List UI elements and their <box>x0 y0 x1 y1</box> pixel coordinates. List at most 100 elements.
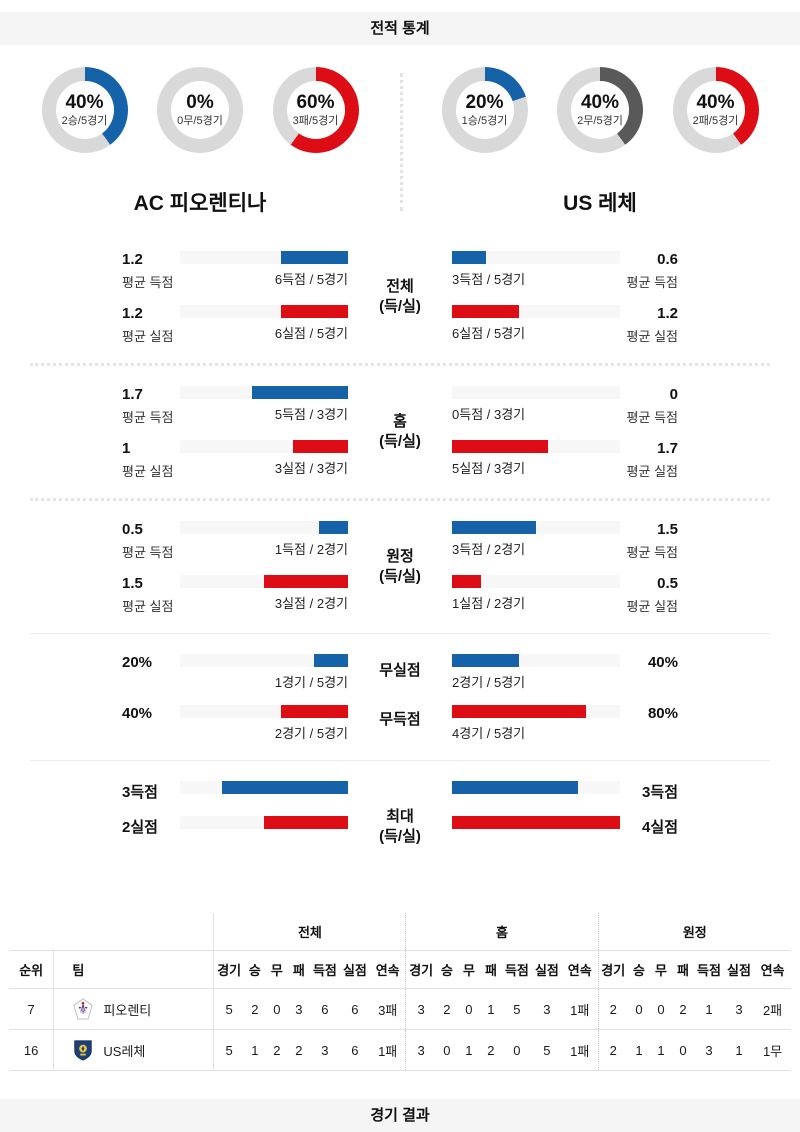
group-header-overall: 전체 <box>213 913 406 951</box>
stat-value-block: 1.5 평균 득점 <box>620 521 678 561</box>
bar-track <box>452 251 620 264</box>
stat-value-block: 1.2 평균 실점 <box>122 305 180 345</box>
home-team-bars: 20% 1경기 / 5경기 40% 2경기 / 5경기 <box>0 654 348 742</box>
bar-caption: 5실점 / 3경기 <box>452 461 526 476</box>
away-team-name: US 레체 <box>563 192 637 215</box>
col-header-1: 승 <box>633 963 645 978</box>
stat-cell: 5 <box>513 1001 521 1017</box>
donut-percent: 0% <box>186 92 214 113</box>
stat-value-block: 80% <box>620 705 678 722</box>
donut-draw-rate: 0% 0무/5경기 <box>157 67 243 153</box>
stat-bar-block: 2경기 / 5경기 <box>180 705 348 742</box>
stat-cell: 1 <box>465 1042 473 1058</box>
metric-label: 무실점 <box>379 662 421 679</box>
bar-fill <box>452 440 548 453</box>
section-center: 무실점 무득점 <box>348 654 452 729</box>
bar-track <box>180 654 348 667</box>
col-header-1: 승 <box>440 963 453 978</box>
metric-label-line: 최대 <box>386 807 414 825</box>
stat-value-block: 1.2 평균 실점 <box>620 305 678 345</box>
stat-row: 3득점 / 2경기 1.5 평균 득점 <box>452 521 678 561</box>
stats-sections: 1.2 평균 득점 6득점 / 5경기 1.2 평균 실점 6실점 / 5경기 전체 (득/실… <box>0 227 800 887</box>
team-label: US레체 <box>103 1043 146 1059</box>
stat-bar-block <box>180 781 348 794</box>
home-team-panel: 40% 2승/5경기 0% 0무/5경기 60% 3패/5경기 AC 피오렌티나 <box>0 67 400 227</box>
metric-label: 최대 (득/실) <box>379 807 421 848</box>
group-header-home: 홈 <box>405 913 599 951</box>
col-header-4: 득점 <box>504 963 529 978</box>
col-header-0: 경기 <box>597 950 629 989</box>
bar-caption: 1득점 / 2경기 <box>274 542 348 557</box>
donut-panel: 40% 2승/5경기 0% 0무/5경기 60% 3패/5경기 AC 피오렌티나 20% 1… <box>0 45 800 227</box>
col-header-6: 연속 <box>567 963 592 978</box>
stat-row: 1 평균 실점 3실점 / 3경기 <box>122 440 348 480</box>
bar-caption: 6득점 / 5경기 <box>274 272 348 287</box>
bar-caption: 2경기 / 5경기 <box>452 675 526 690</box>
standings-table: 전체 홈 원정 순위 팀 경기 승 무 패 득점 실점 연속 경기 승 무 패 득점 실점 연속 경기 승 무 패 득점 실점 연… <box>8 913 792 1071</box>
stat-bar-block: 6득점 / 5경기 <box>180 251 348 288</box>
stat-row: 1.7 평균 득점 5득점 / 3경기 <box>122 386 348 426</box>
stat-value: 1 <box>122 440 131 457</box>
donut-label: 40% 2승/5경기 <box>62 92 108 127</box>
stat-cell: 2패 <box>762 1002 783 1018</box>
bar-caption: 0득점 / 3경기 <box>452 407 526 422</box>
metric-label-line: 홈 <box>393 412 407 430</box>
donut-label: 40% 2무/5경기 <box>577 92 623 127</box>
stat-bar-block <box>180 816 348 829</box>
metric-label-line: 원정 <box>386 547 414 565</box>
bar-track <box>452 654 620 667</box>
stat-value-block: 1.7 평균 실점 <box>620 440 678 480</box>
stat-row: 6실점 / 5경기 1.2 평균 실점 <box>452 305 678 345</box>
col-header-2: 무 <box>270 963 283 978</box>
stat-cell: 2 <box>679 1001 687 1017</box>
stat-cell: 1 <box>705 1001 713 1017</box>
metric-label-line: (득/실) <box>379 433 421 450</box>
stat-sublabel: 평균 실점 <box>122 599 174 614</box>
stat-bar-block: 5득점 / 3경기 <box>180 386 348 423</box>
stat-value-block: 3득점 <box>620 781 678 802</box>
stat-cell: 2 <box>597 988 629 1030</box>
stat-value-block: 3득점 <box>122 781 180 802</box>
section-center: 전체 (득/실) <box>348 251 452 343</box>
col-header-0: 경기 <box>213 950 244 989</box>
stat-value: 1.7 <box>657 440 678 457</box>
standings-row: 7 ⚜ 피오렌티 5 2 0 3 6 6 3패 3 2 0 1 5 3 1패 2 0 0 2 1 3 2패 <box>8 988 792 1030</box>
col-header-0: 경기 <box>405 950 436 989</box>
bar-caption: 3실점 / 2경기 <box>274 596 348 611</box>
metric-label: 원정 (득/실) <box>379 547 421 588</box>
stat-value-block: 2실점 <box>122 816 180 837</box>
bar-fill <box>452 305 520 318</box>
fiorentina-crest: ⚜ <box>73 998 94 1020</box>
stat-sublabel: 평균 실점 <box>122 329 174 344</box>
stat-value: 0.5 <box>122 521 143 538</box>
bar-track <box>452 705 620 718</box>
stat-row: 0.5 평균 득점 1득점 / 2경기 <box>122 521 348 561</box>
stat-bar-block: 3득점 / 5경기 <box>452 251 620 288</box>
bar-fill <box>252 386 348 399</box>
rank-cell: 16 <box>23 1042 39 1058</box>
bar-track <box>452 816 620 829</box>
bar-fill <box>280 305 348 318</box>
stat-cell: 3 <box>321 1042 329 1058</box>
bar-track <box>180 781 348 794</box>
bar-track <box>180 251 348 264</box>
bar-caption: 4경기 / 5경기 <box>452 726 526 741</box>
bar-caption: 3실점 / 3경기 <box>274 461 348 476</box>
stat-value-block: 20% <box>122 654 180 671</box>
team-name-cell: US레체 <box>53 1029 214 1071</box>
stat-row: 2실점 <box>122 816 348 837</box>
footer-title: 경기 결과 <box>370 1107 430 1124</box>
bar-fill <box>452 251 486 264</box>
stat-sublabel: 평균 득점 <box>122 545 174 560</box>
section-center: 최대 (득/실) <box>348 781 452 873</box>
bar-caption: 1실점 / 2경기 <box>452 596 526 611</box>
stat-value-block: 4실점 <box>620 816 678 837</box>
stat-sublabel: 평균 실점 <box>626 329 678 344</box>
col-header-2: 무 <box>462 963 475 978</box>
stat-sublabel: 평균 득점 <box>626 275 678 290</box>
bar-caption: 5득점 / 3경기 <box>274 407 348 422</box>
bar-track <box>452 305 620 318</box>
stat-row: 3득점 <box>122 781 348 802</box>
away-team-bars: 3득점 4실점 <box>452 781 800 837</box>
